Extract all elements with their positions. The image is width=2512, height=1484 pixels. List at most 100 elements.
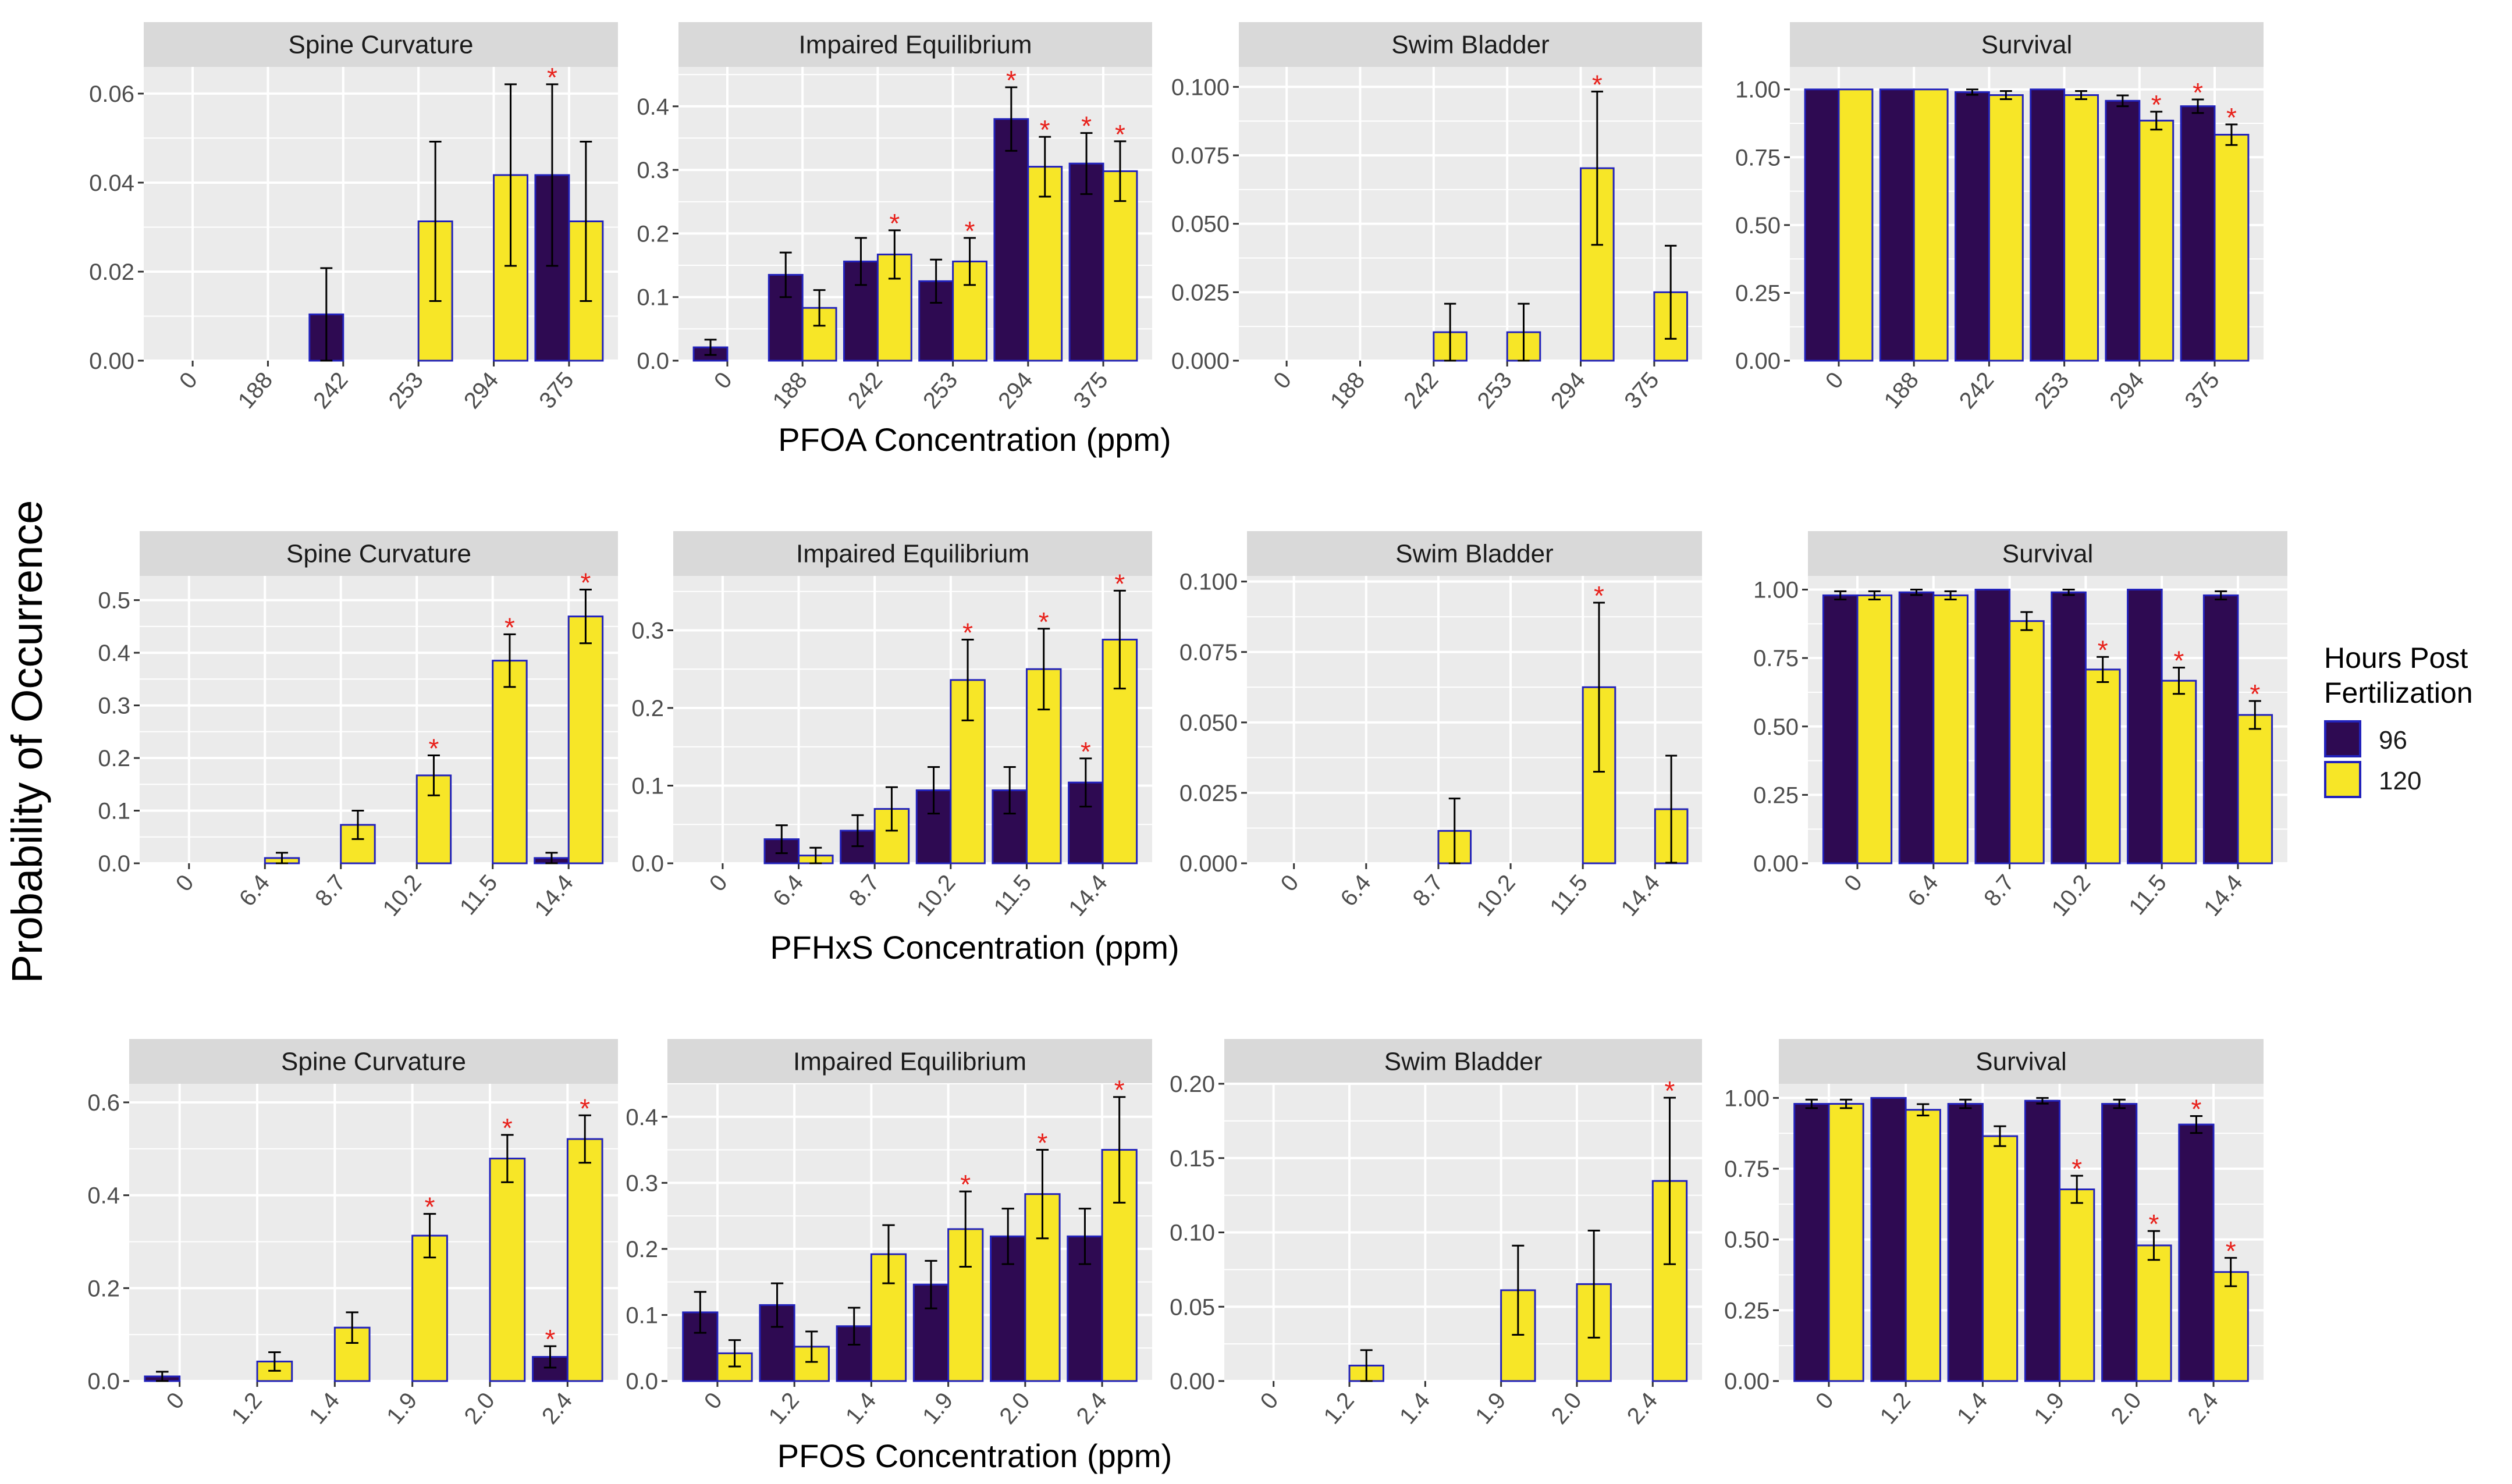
panel-impaired-equilibrium-r1: Impaired Equilibrium 0.0 0.1 0.2 0.3 0.4 0 188 2… [637,22,1152,414]
x-axis-title-row-2: PFHxS Concentration (ppm) [770,929,1179,966]
y-tick-label-spine-curvature-r2: 0.0 [98,851,130,877]
error-bar-impaired-equilibrium-r3-96hpf-1.2 [770,1282,784,1328]
plot-area-swim-bladder-r1 [1239,67,1702,361]
bar-survival-r3-120hpf-1.4 [1981,1135,2019,1382]
x-tick-label-survival-r3: 1.9 [2029,1388,2069,1429]
y-tick-label-survival-r3: 0.00 [1724,1369,1770,1394]
y-tick-label-spine-curvature-r3: 0.4 [87,1183,120,1209]
y-tick-label-swim-bladder-r3: 0.05 [1170,1294,1215,1320]
x-tick-label-spine-curvature-r2: 6.4 [234,870,275,912]
error-bar-survival-r3-96hpf-2.0 [2113,1098,2126,1109]
bar-survival-r1-96hpf-375 [2180,105,2216,362]
bar-survival-r3-96hpf-0 [1793,1103,1830,1382]
bar-survival-r3-96hpf-1.4 [1947,1103,1984,1382]
x-tick-label-swim-bladder-r1: 188 [1326,368,1370,414]
strip-spine-curvature-r3 [129,1039,618,1084]
bar-impaired-equilibrium-r1-96hpf-294 [993,118,1029,362]
error-bar-spine-curvature-r2-96hpf-14.4 [545,852,558,864]
x-tick-label-spine-curvature-r1: 375 [534,368,579,414]
error-bar-survival-r3-96hpf-2.4 [2190,1115,2203,1134]
strip-survival-r2 [1808,531,2287,576]
y-tick-label-swim-bladder-r3: 0.20 [1170,1072,1215,1097]
x-tick-label-impaired-equilibrium-r2: 8.7 [844,870,884,912]
x-tick-label-impaired-equilibrium-r2: 10.2 [912,870,961,921]
gridlines-spine-curvature-r3 [129,1084,618,1382]
significance-star-swim-bladder-r3: * [1665,1076,1675,1106]
y-tick-label-spine-curvature-r1: 0.02 [89,259,134,285]
plot-area-swim-bladder-r2 [1247,576,1702,863]
error-bar-survival-r3-120hpf-1.2 [1917,1103,1930,1117]
error-bar-impaired-equilibrium-r1-96hpf-294 [1005,86,1018,152]
x-tick-label-impaired-equilibrium-r2: 0 [705,870,733,896]
error-bar-impaired-equilibrium-r2-96hpf-10.2 [928,766,940,815]
error-bar-impaired-equilibrium-r1-120hpf-188 [813,289,826,327]
y-tick-label-swim-bladder-r1: 0.025 [1171,280,1230,305]
error-bar-survival-r1-120hpf-253 [2075,90,2087,100]
bar-swim-bladder-r2-120hpf-11.5 [1582,686,1616,864]
y-tick-label-swim-bladder-r1: 0.100 [1171,74,1230,100]
x-tick-label-impaired-equilibrium-r1: 253 [918,368,963,414]
error-bar-spine-curvature-r1-120hpf-253 [429,141,442,302]
bar-survival-r3-96hpf-2.4 [2178,1123,2215,1382]
error-bar-survival-r3-96hpf-1.4 [1959,1098,1972,1109]
y-tick-label-spine-curvature-r2: 0.5 [98,588,130,614]
y-tick-label-spine-curvature-r1: 0.06 [89,81,134,107]
y-tick-label-impaired-equilibrium-r3: 0.4 [626,1105,658,1130]
bar-survival-r2-120hpf-0 [1856,594,1893,864]
bar-spine-curvature-r2-120hpf-11.5 [492,660,528,864]
significance-star-impaired-equilibrium-r2: * [1039,607,1049,637]
legend: Hours Post Fertilization 96 120 [2324,642,2473,798]
panel-title-survival-r1: Survival [1981,31,2073,59]
bar-survival-r1-120hpf-253 [2063,94,2099,362]
error-bar-impaired-equilibrium-r3-96hpf-2.0 [1001,1208,1014,1265]
x-tick-label-survival-r3: 0 [1811,1388,1839,1414]
bar-survival-r1-96hpf-253 [2030,88,2066,362]
significance-star-survival-r1: * [2151,90,2162,120]
bar-survival-r1-120hpf-375 [2213,134,2250,362]
bar-survival-r3-120hpf-2.0 [2136,1244,2172,1382]
bar-survival-r2-120hpf-6.4 [1932,594,1969,864]
x-tick-label-swim-bladder-r1: 375 [1619,368,1664,414]
error-bar-impaired-equilibrium-r1-96hpf-0 [704,339,717,356]
strip-survival-r3 [1779,1039,2264,1084]
error-bar-impaired-equilibrium-r3-120hpf-2.0 [1036,1149,1049,1240]
bar-survival-r3-96hpf-2.0 [2101,1103,2138,1382]
x-tick-label-spine-curvature-r2: 14.4 [530,870,578,921]
x-tick-label-spine-curvature-r2: 8.7 [310,870,350,912]
panel-swim-bladder-r2: Swim Bladder 0.000 0.025 0.050 0.075 0.100 0 6.… [1179,531,1702,921]
error-bar-impaired-equilibrium-r1-96hpf-375 [1080,132,1093,195]
error-bar-impaired-equilibrium-r3-120hpf-2.4 [1113,1096,1126,1204]
x-tick-label-swim-bladder-r2: 11.5 [1545,870,1593,920]
significance-star-survival-r3: * [2148,1209,2159,1239]
y-tick-label-survival-r2: 0.50 [1753,714,1799,740]
significance-star-impaired-equilibrium-r1: * [1006,65,1017,95]
bar-survival-r1-96hpf-188 [1879,88,1915,362]
x-tick-label-survival-r1: 375 [2180,368,2225,414]
error-bar-spine-curvature-r1-120hpf-375 [580,141,592,302]
significance-star-impaired-equilibrium-r2: * [962,617,973,647]
error-bar-impaired-equilibrium-r2-120hpf-6.4 [809,846,822,864]
legend-key-120 [2324,761,2361,798]
bar-impaired-equilibrium-r1-96hpf-375 [1068,162,1104,362]
x-tick-label-survival-r2: 6.4 [1903,870,1943,912]
error-bar-spine-curvature-r2-120hpf-6.4 [275,852,289,864]
x-tick-label-impaired-equilibrium-r3: 2.0 [994,1388,1035,1429]
significance-star-impaired-equilibrium-r1: * [965,216,975,246]
error-bar-swim-bladder-r1-120hpf-242 [1444,303,1456,362]
bar-survival-r3-96hpf-1.9 [2024,1099,2061,1382]
bar-impaired-equilibrium-r1-120hpf-375 [1102,170,1138,362]
error-bar-impaired-equilibrium-r1-96hpf-242 [855,237,867,286]
x-tick-label-spine-curvature-r1: 242 [308,368,353,414]
bar-survival-r2-120hpf-8.7 [2009,620,2045,864]
y-tick-label-impaired-equilibrium-r3: 0.1 [626,1302,658,1328]
error-bar-survival-r2-120hpf-8.7 [2020,611,2033,631]
legend-label-96: 96 [2379,726,2407,755]
x-tick-label-impaired-equilibrium-r2: 6.4 [768,870,808,912]
y-tick-label-survival-r3: 0.50 [1724,1227,1770,1253]
x-tick-label-impaired-equilibrium-r3: 0 [699,1388,727,1414]
error-bar-spine-curvature-r1-120hpf-294 [504,83,517,267]
x-tick-label-swim-bladder-r2: 10.2 [1472,870,1520,921]
x-tick-label-impaired-equilibrium-r1: 294 [993,368,1038,414]
y-tick-label-survival-r1: 0.75 [1735,145,1781,170]
bar-survival-r1-120hpf-0 [1838,88,1874,362]
